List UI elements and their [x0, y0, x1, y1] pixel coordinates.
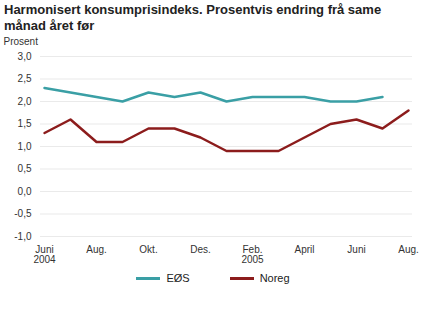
svg-text:Okt.: Okt.: [139, 244, 157, 255]
svg-text:Aug.: Aug.: [398, 244, 419, 255]
svg-text:2,0: 2,0: [18, 96, 32, 107]
html-text:Harmonisert konsumprisindeks.: Harmonisert konsumprisindeks. Prosentvis…: [4, 2, 382, 33]
html-text:EØS: EØS: [166, 272, 190, 284]
svg-text:Juni2004: Juni2004: [33, 244, 56, 265]
svg-text:3,0: 3,0: [18, 51, 32, 62]
svg-text:0,0: 0,0: [18, 186, 32, 197]
svg-text:Juni: Juni: [347, 244, 365, 255]
svg-text:2,5: 2,5: [18, 73, 32, 84]
svg-text:-1,0: -1,0: [14, 231, 32, 242]
svg-text:Des.: Des.: [190, 244, 211, 255]
svg-text:Feb.2005: Feb.2005: [241, 244, 264, 265]
html-text:Noreg: Noreg: [259, 272, 290, 284]
svg-text:1,0: 1,0: [18, 141, 32, 152]
svg-text:Aug.: Aug.: [86, 244, 107, 255]
svg-text:Prosent: Prosent: [4, 36, 39, 47]
svg-text:April: April: [294, 244, 314, 255]
svg-text:-0,5: -0,5: [14, 208, 32, 219]
svg-text:0,5: 0,5: [18, 163, 32, 174]
svg-text:1,5: 1,5: [18, 118, 32, 129]
